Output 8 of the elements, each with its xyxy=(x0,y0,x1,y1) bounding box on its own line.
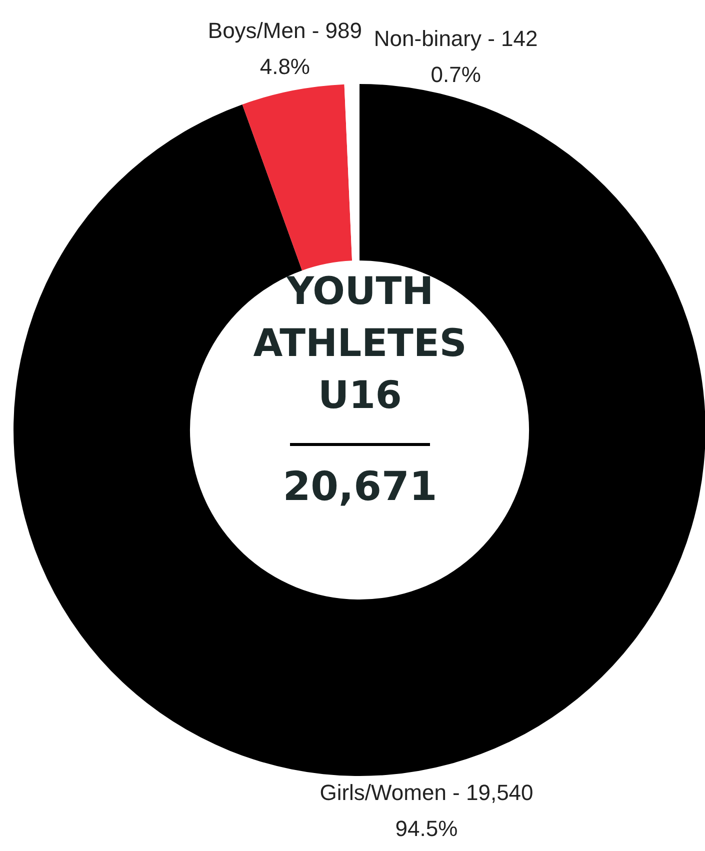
text: 20,671 xyxy=(282,464,438,510)
data-label: 94.5% xyxy=(395,816,458,841)
text: YOUTH ATHLETES U16 xyxy=(252,268,468,419)
slice-label: Boys/Men - 989 xyxy=(208,18,362,44)
data-label: 0.7% xyxy=(430,62,481,88)
slice-label: Girls/Women - 19,540 xyxy=(320,780,534,805)
slice-label: Non-binary - 142 xyxy=(374,26,538,52)
data-label: 4.8% xyxy=(260,54,310,80)
